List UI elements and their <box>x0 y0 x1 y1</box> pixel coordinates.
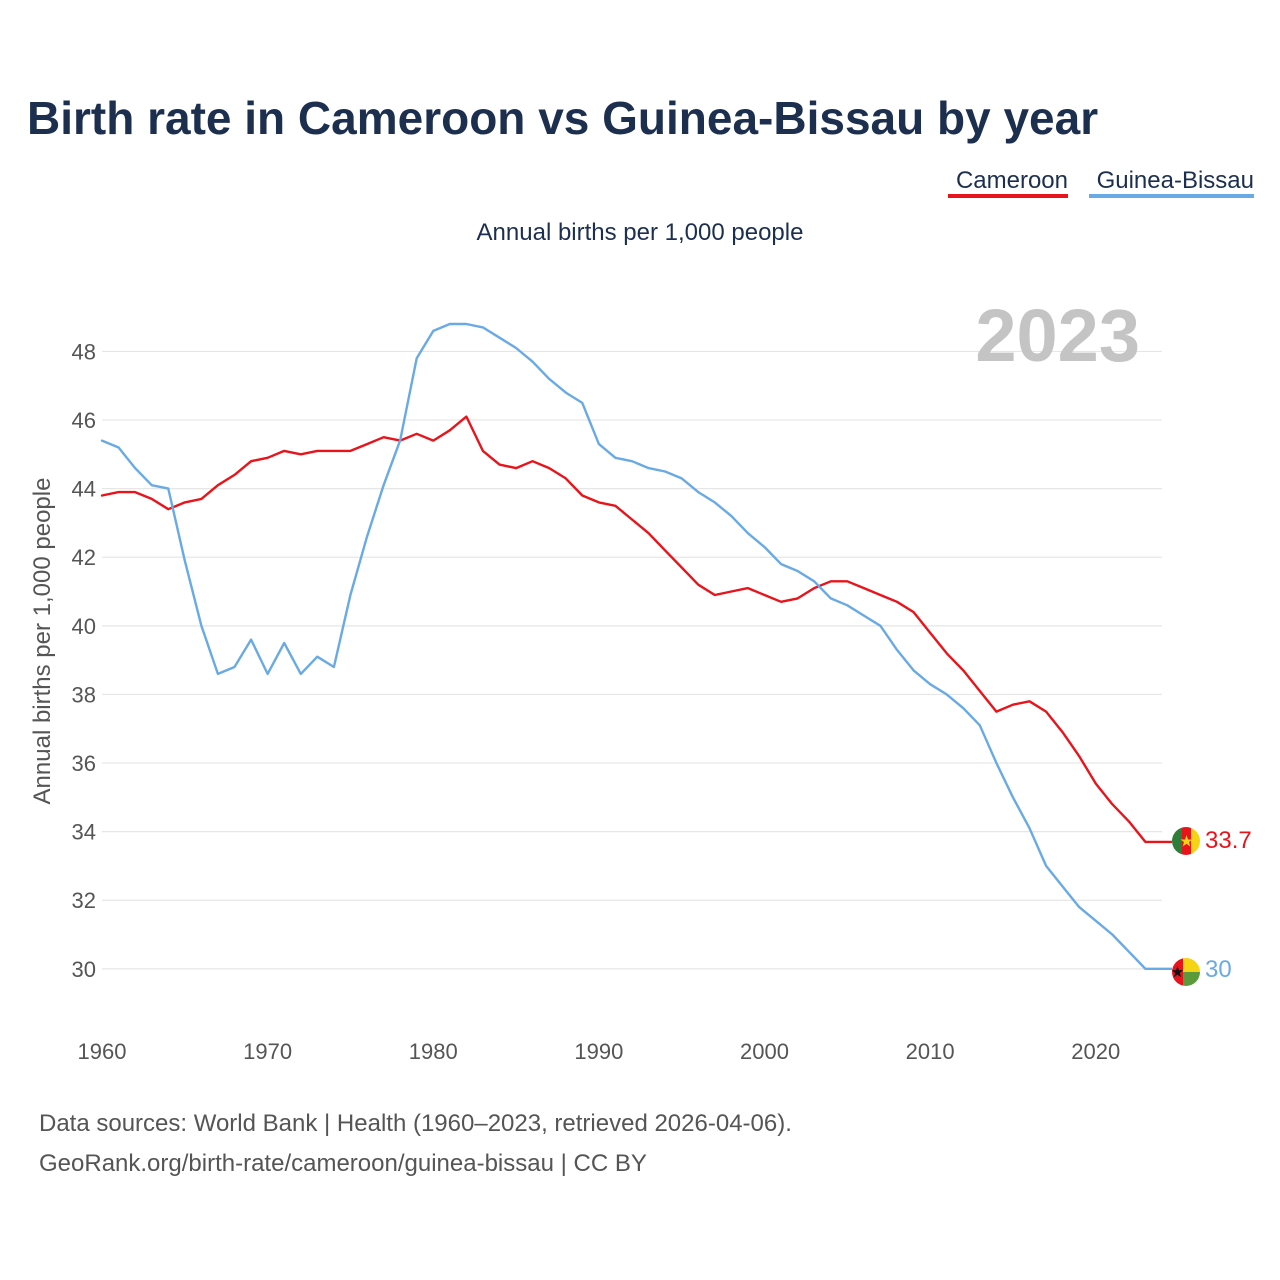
y-tick-label-36: 36 <box>72 751 96 776</box>
y-tick-label-44: 44 <box>72 477 96 502</box>
cameroon-flag-icon <box>1172 827 1200 855</box>
chart-subtitle: Annual births per 1,000 people <box>477 219 804 246</box>
x-tick-label-2010: 2010 <box>906 1039 955 1064</box>
y-tick-label-46: 46 <box>72 408 96 433</box>
legend: Cameroon Guinea-Bissau <box>948 167 1254 198</box>
source-link[interactable]: GeoRank.org/birth-rate/cameroon/guinea-b… <box>39 1150 647 1177</box>
series-line-cameroon[interactable] <box>100 415 1147 844</box>
x-tick-label-2020: 2020 <box>1071 1039 1120 1064</box>
source-line-1: Data sources: World Bank | Health (1960–… <box>39 1110 792 1137</box>
x-tick-label-1960: 1960 <box>78 1039 127 1064</box>
x-tick-label-1980: 1980 <box>409 1039 458 1064</box>
gridlines <box>102 350 1162 970</box>
x-axis-ticks: 1960 1970 1980 1990 2000 2010 2020 <box>78 1039 1121 1064</box>
x-tick-label-1970: 1970 <box>243 1039 292 1064</box>
series-lines <box>100 322 1172 971</box>
legend-item-cameroon[interactable]: Cameroon <box>948 167 1068 198</box>
end-value-cameroon: 33.7 <box>1205 827 1252 854</box>
legend-label-guinea-bissau: Guinea-Bissau <box>1097 167 1254 194</box>
y-tick-label-32: 32 <box>72 888 96 913</box>
end-value-guinea-bissau: 30 <box>1205 956 1232 983</box>
legend-label-cameroon: Cameroon <box>956 167 1068 194</box>
legend-item-guinea-bissau[interactable]: Guinea-Bissau <box>1089 167 1254 198</box>
y-tick-label-40: 40 <box>72 614 96 639</box>
y-tick-label-38: 38 <box>72 682 96 707</box>
current-year-label: 2023 <box>975 294 1140 377</box>
guinea-bissau-flag-icon <box>1172 958 1200 986</box>
y-tick-label-42: 42 <box>72 545 96 570</box>
series-line-guinea-bissau[interactable] <box>100 322 1147 970</box>
chart-title: Birth rate in Cameroon vs Guinea-Bissau … <box>27 92 1098 144</box>
y-tick-label-34: 34 <box>72 820 96 845</box>
y-tick-label-30: 30 <box>72 957 96 982</box>
x-tick-label-1990: 1990 <box>574 1039 623 1064</box>
y-tick-label-48: 48 <box>72 339 96 364</box>
y-axis-ticks: 30 32 34 36 38 40 42 44 46 48 <box>72 339 96 981</box>
x-tick-label-2000: 2000 <box>740 1039 789 1064</box>
y-axis-label: Annual births per 1,000 people <box>29 478 56 805</box>
